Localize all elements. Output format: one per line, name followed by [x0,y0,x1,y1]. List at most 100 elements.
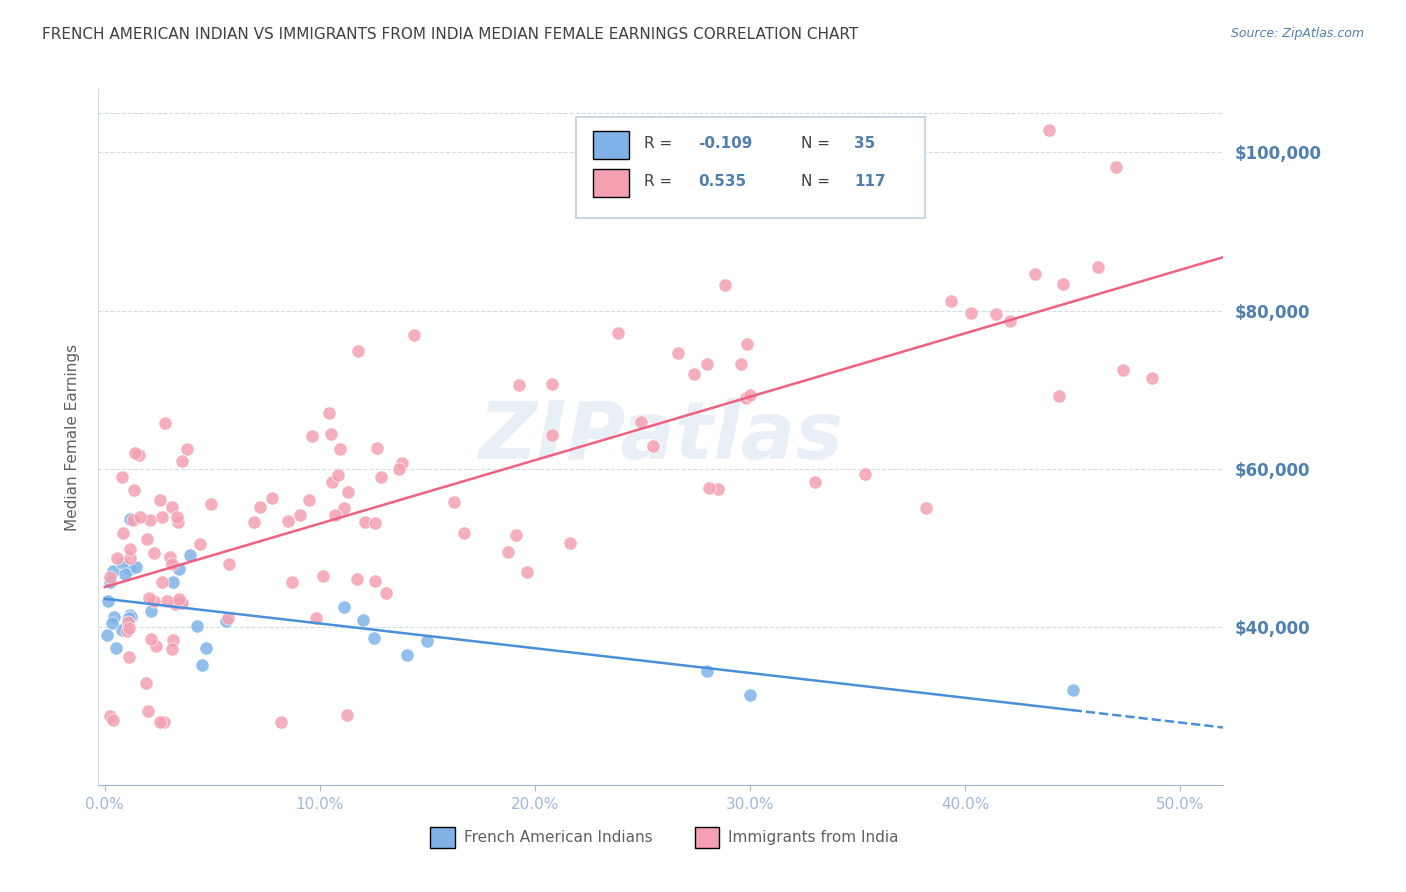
Point [139,604,162,618]
Point [312,569,335,583]
Point [853,467,876,482]
Point [243,515,266,529]
Point [370,470,392,484]
Text: R =: R = [644,136,678,151]
Point [364,516,387,530]
Point [150,509,173,524]
Point [738,388,761,402]
Point [118,611,141,625]
Point [333,599,356,614]
Point [697,481,720,495]
Text: N =: N = [801,136,835,151]
Point [121,610,143,624]
Point [117,615,139,629]
Point [172,596,194,610]
Point [336,708,359,723]
Point [1140,371,1163,385]
Point [153,416,176,430]
Text: French American Indians: French American Indians [464,830,652,845]
Point [124,446,146,460]
Point [162,575,184,590]
Point [1052,277,1074,291]
Point [329,442,352,457]
Point [347,344,370,359]
Point [706,483,728,497]
Point [508,378,530,392]
Text: Immigrants from India: Immigrants from India [728,830,898,845]
Point [118,621,141,635]
Point [1062,682,1084,697]
Point [114,567,136,582]
Point [1047,389,1070,403]
Point [145,640,167,654]
Point [337,485,360,500]
Point [249,500,271,515]
Point [301,429,323,443]
Point [541,428,564,442]
Point [120,561,142,575]
Point [505,527,527,541]
Point [498,544,520,558]
Point [160,641,183,656]
Point [1105,160,1128,174]
Text: R =: R = [644,174,682,189]
Point [101,713,124,727]
Point [135,676,157,690]
Point [169,595,191,609]
Point [122,483,145,497]
Point [104,641,127,656]
FancyBboxPatch shape [593,131,630,159]
Point [122,512,145,526]
Point [541,376,564,391]
Point [111,470,134,484]
Point [166,510,188,524]
Point [170,453,193,467]
Point [738,688,761,702]
FancyBboxPatch shape [576,117,925,218]
Point [1024,267,1046,281]
Point [396,648,419,662]
Point [280,575,302,590]
Point [735,337,758,351]
Point [683,368,706,382]
Point [804,475,827,489]
Point [162,632,184,647]
Point [97,594,120,608]
Point [153,714,176,729]
Point [516,565,538,579]
Point [215,614,238,628]
Point [191,657,214,672]
Point [118,650,141,665]
Point [195,640,218,655]
Point [364,574,387,588]
Point [150,575,173,590]
Point [138,591,160,605]
Point [404,327,426,342]
Text: Source: ZipAtlas.com: Source: ZipAtlas.com [1230,27,1364,40]
Point [333,500,356,515]
Point [165,597,187,611]
Point [641,439,664,453]
Point [98,708,121,723]
Point [139,632,162,646]
Point [118,541,141,556]
Point [321,475,343,489]
Point [160,500,183,515]
Point [96,628,118,642]
Point [607,326,630,341]
Point [714,277,737,292]
Point [128,449,150,463]
Point [730,357,752,371]
Point [125,560,148,574]
Point [443,495,465,509]
Point [262,491,284,505]
Point [939,293,962,308]
Point [142,546,165,560]
Point [366,441,388,455]
Point [167,562,190,576]
Point [326,467,349,482]
Point [200,497,222,511]
FancyBboxPatch shape [430,827,456,847]
Point [960,306,983,320]
Point [288,508,311,522]
